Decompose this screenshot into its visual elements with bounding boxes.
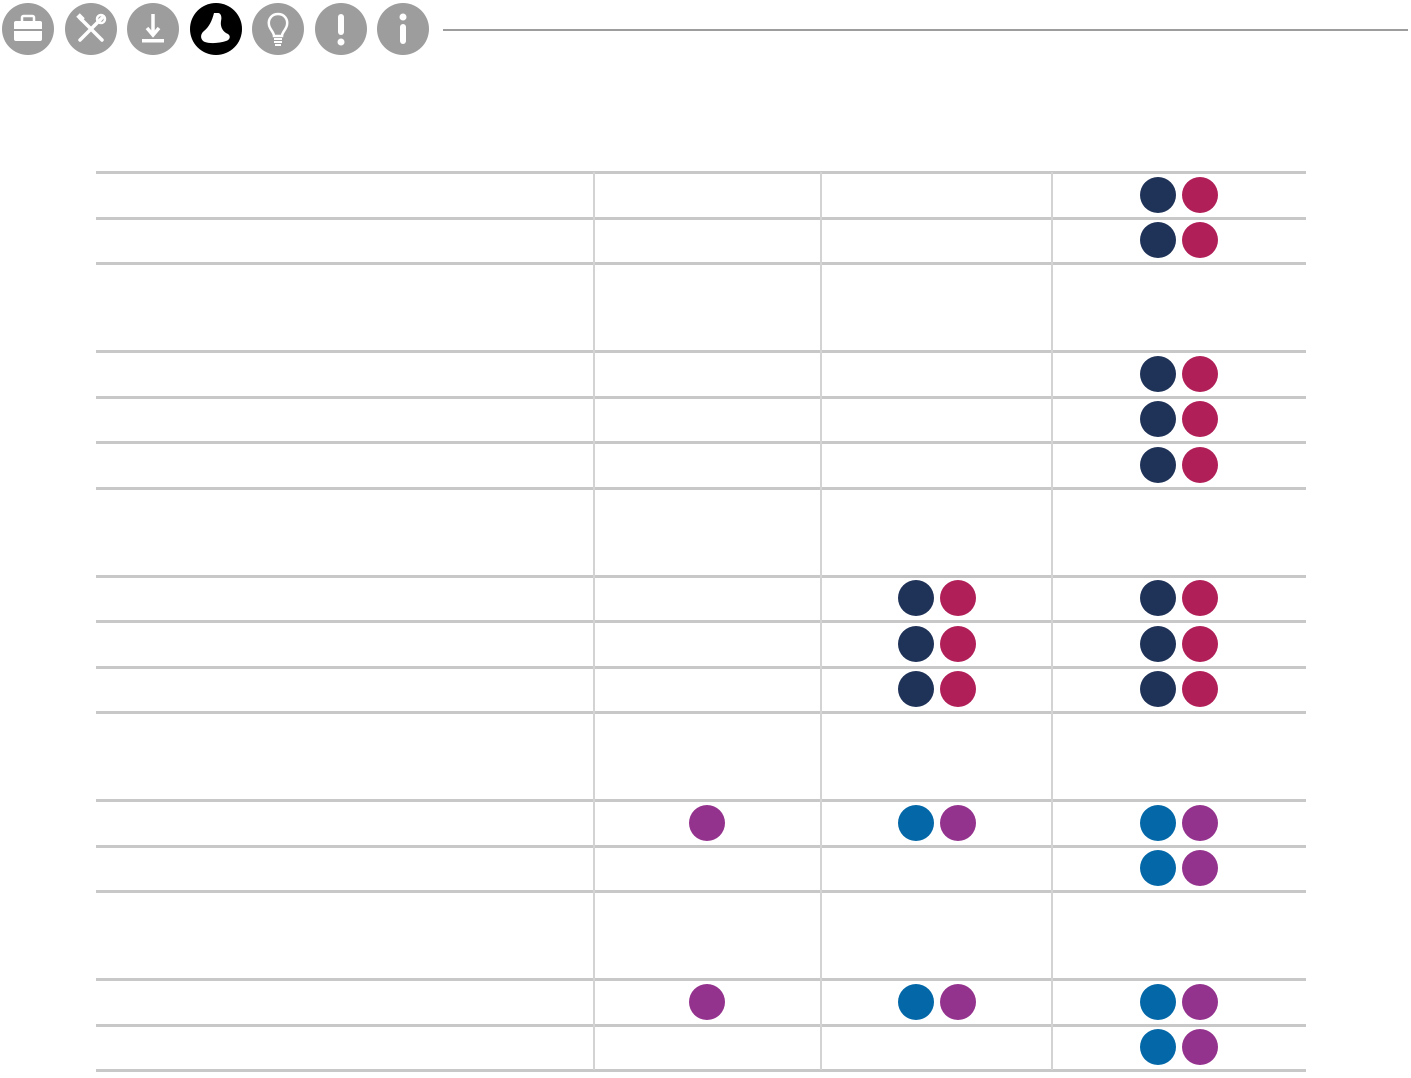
row-divider — [96, 171, 1306, 174]
navy-dot — [1140, 177, 1176, 213]
crimson-dot — [1182, 177, 1218, 213]
header-divider — [443, 29, 1408, 31]
row-divider — [96, 262, 1306, 265]
exclamation-icon[interactable] — [314, 3, 367, 55]
blue-dot — [898, 984, 934, 1020]
row-divider — [96, 1024, 1306, 1027]
foot-icon[interactable] — [189, 3, 242, 55]
row-divider — [96, 978, 1306, 981]
crimson-dot — [1182, 580, 1218, 616]
purple-dot — [1182, 805, 1218, 841]
column-divider — [820, 172, 822, 1070]
crimson-dot — [940, 580, 976, 616]
row-divider — [96, 396, 1306, 399]
crimson-dot — [1182, 222, 1218, 258]
navy-dot — [1140, 671, 1176, 707]
crimson-dot — [940, 626, 976, 662]
navy-dot — [1140, 356, 1176, 392]
navy-dot — [1140, 222, 1176, 258]
crimson-dot — [1182, 356, 1218, 392]
row-divider — [96, 1069, 1306, 1072]
purple-dot — [940, 984, 976, 1020]
icon-toolbar — [2, 3, 429, 55]
purple-dot — [940, 805, 976, 841]
row-divider — [96, 487, 1306, 490]
row-divider — [96, 711, 1306, 714]
download-icon[interactable] — [127, 3, 179, 55]
purple-dot — [689, 805, 725, 841]
row-divider — [96, 666, 1306, 669]
crimson-dot — [1182, 626, 1218, 662]
crimson-dot — [1182, 671, 1218, 707]
blue-dot — [1140, 984, 1176, 1020]
row-divider — [96, 890, 1306, 893]
crimson-dot — [1182, 401, 1218, 437]
row-divider — [96, 620, 1306, 623]
navy-dot — [898, 626, 934, 662]
navy-dot — [1140, 626, 1176, 662]
crimson-dot — [940, 671, 976, 707]
row-divider — [96, 350, 1306, 353]
navy-dot — [1140, 401, 1176, 437]
row-divider — [96, 217, 1306, 220]
briefcase-icon[interactable] — [2, 3, 54, 55]
purple-dot — [1182, 984, 1218, 1020]
row-divider — [96, 845, 1306, 848]
navy-dot — [898, 580, 934, 616]
purple-dot — [1182, 1029, 1218, 1065]
blue-dot — [1140, 1029, 1176, 1065]
navy-dot — [1140, 447, 1176, 483]
info-icon[interactable] — [377, 3, 429, 55]
blue-dot — [898, 805, 934, 841]
navy-dot — [898, 671, 934, 707]
row-divider — [96, 441, 1306, 444]
lightbulb-icon[interactable] — [252, 3, 304, 55]
purple-dot — [1182, 850, 1218, 886]
row-divider — [96, 575, 1306, 578]
column-divider — [1051, 172, 1053, 1070]
blue-dot — [1140, 850, 1176, 886]
column-divider — [593, 172, 595, 1070]
row-divider — [96, 799, 1306, 802]
crimson-dot — [1182, 447, 1218, 483]
blue-dot — [1140, 805, 1176, 841]
tools-icon[interactable] — [64, 3, 117, 55]
navy-dot — [1140, 580, 1176, 616]
purple-dot — [689, 984, 725, 1020]
